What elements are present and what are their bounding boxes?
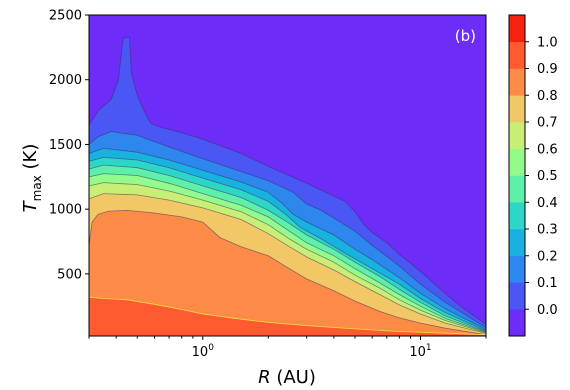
contour-line-6 bbox=[89, 173, 486, 333]
colorbar-segment bbox=[509, 68, 525, 96]
y-axis: 500 1000 1500 2000 2500 bbox=[49, 9, 89, 282]
colorbar-tick-label: 0.1 bbox=[537, 276, 558, 291]
colorbar-segment bbox=[509, 148, 525, 176]
colorbar-segment bbox=[509, 175, 525, 203]
contour-line-1 bbox=[89, 36, 486, 325]
y-tick-label: 2500 bbox=[49, 9, 82, 24]
contour-line-10 bbox=[89, 296, 486, 336]
x-tick-label: 101 bbox=[409, 343, 431, 360]
colorbar-tick-label: 0.9 bbox=[537, 62, 558, 77]
colorbar-tick-label: 0.0 bbox=[537, 303, 558, 318]
x-tick-label: 100 bbox=[192, 343, 215, 360]
colorbar-segment bbox=[509, 255, 525, 283]
plot-frame bbox=[88, 14, 487, 337]
y-tick-label: 500 bbox=[57, 267, 82, 282]
contour-line-4 bbox=[89, 156, 486, 332]
colorbar-segment bbox=[509, 282, 525, 310]
colorbar-segment bbox=[509, 309, 525, 337]
colorbar-tick-label: 0.5 bbox=[537, 169, 558, 184]
contour-line-3 bbox=[89, 147, 486, 330]
y-tick-label: 2000 bbox=[49, 73, 82, 88]
colorbar-tick-label: 1.0 bbox=[537, 35, 558, 50]
contour-line-7 bbox=[89, 182, 486, 334]
contour-line-5 bbox=[89, 164, 486, 332]
contour-line-8 bbox=[89, 193, 486, 334]
colorbar-segment bbox=[509, 229, 525, 257]
colorbar-tick-label: 0.7 bbox=[537, 116, 558, 131]
contour-line-9 bbox=[89, 209, 486, 336]
x-axis-label: R (AU) bbox=[258, 367, 316, 388]
contour-band-10 bbox=[89, 297, 486, 336]
colorbar-segment bbox=[509, 95, 525, 123]
contour-line-2 bbox=[89, 131, 486, 328]
y-tick-label: 1500 bbox=[49, 138, 82, 153]
colorbar-tick-label: 0.2 bbox=[537, 249, 558, 264]
colorbar: 0.0 0.1 0.2 0.3 0.4 0.5 0.6 0.7 0.8 0.9 1.0 bbox=[508, 14, 558, 337]
colorbar-tick-label: 0.6 bbox=[537, 142, 558, 157]
colorbar-tick-label: 0.3 bbox=[537, 223, 558, 238]
x-axis: 100 101 bbox=[88, 336, 487, 360]
colorbar-segment bbox=[509, 41, 525, 69]
y-axis-label: Tmax (K) bbox=[20, 144, 44, 213]
contour-band-9 bbox=[89, 210, 486, 336]
contour-bands bbox=[89, 15, 486, 336]
colorbar-tick-label: 0.4 bbox=[537, 196, 558, 211]
colorbar-segment bbox=[509, 15, 525, 43]
colorbar-segment bbox=[509, 122, 525, 150]
panel-label: (b) bbox=[455, 27, 476, 45]
y-tick-label: 1000 bbox=[49, 203, 82, 218]
colorbar-tick-label: 0.8 bbox=[537, 89, 558, 104]
colorbar-segment bbox=[509, 202, 525, 230]
